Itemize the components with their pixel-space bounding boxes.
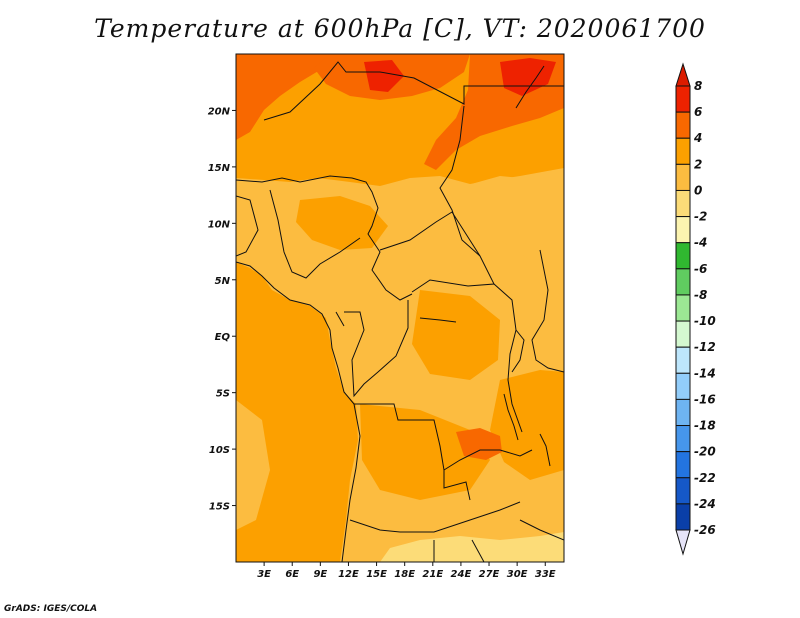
- border-sahara: [263, 61, 564, 121]
- lat-tick-label: 20N: [208, 106, 231, 117]
- lat-tick-label: 10N: [208, 219, 231, 230]
- colorbar-label: -4: [694, 236, 707, 250]
- colorbar-swatch: [675, 85, 691, 113]
- lat-tick-label: 15N: [208, 163, 231, 174]
- field-congo-warm: [412, 290, 500, 380]
- field-cool-ne: [450, 176, 560, 260]
- colorbar-swatch: [675, 189, 691, 218]
- border-angola: [354, 403, 471, 501]
- field-south-warm: [360, 404, 490, 500]
- colorbar-bottom-arrow: [675, 529, 691, 556]
- field-hot-tanzania: [456, 428, 502, 460]
- border-misc: [236, 195, 457, 327]
- colorbar-swatch: [675, 346, 691, 374]
- colorbar-swatch: [675, 320, 691, 348]
- border-drc-east: [493, 283, 523, 433]
- colorbar-label: -10: [694, 314, 716, 328]
- lon-tick-label: 24E: [451, 569, 472, 580]
- country-borders: [236, 61, 564, 562]
- colorbar-label: 4: [693, 131, 702, 145]
- map-frame: [235, 53, 565, 563]
- lon-tick-label: 6E: [285, 569, 299, 580]
- field-hot-northwest: [236, 54, 330, 140]
- colorbar-swatch: [675, 268, 691, 296]
- colorbar-swatch: [675, 111, 691, 139]
- colorbar-label: -14: [694, 366, 716, 380]
- border-chad-sudan: [439, 105, 481, 257]
- colorbar-swatch: [675, 372, 691, 400]
- lat-tick-label: 10S: [209, 445, 230, 456]
- coastline-west: [236, 261, 361, 562]
- lat-tick-label: EQ: [215, 332, 231, 343]
- colorbar-swatch: [675, 216, 691, 244]
- red-sea-coast: [515, 65, 545, 109]
- colorbar-swatch: [675, 451, 691, 479]
- colorbar-label: 0: [694, 183, 702, 197]
- colorbar-swatch: [675, 294, 691, 322]
- latitude-axis: 20N 15N 10N 5N EQ 5S 10S 15S: [208, 106, 236, 513]
- colorbar-label: -12: [694, 340, 716, 354]
- border-zambia: [443, 449, 533, 471]
- border-lakes: [503, 329, 551, 467]
- field-cool-south: [380, 532, 564, 562]
- lat-tick-label: 5S: [216, 389, 230, 400]
- temperature-field: [236, 54, 564, 562]
- colorbar-label: -24: [694, 497, 716, 511]
- lat-tick-label: 15S: [209, 502, 230, 513]
- field-max-north: [364, 60, 404, 92]
- colorbar: 8 6 4 2 0 -2 -4 -6 -8 -10 -12 -14 -16 -18 -20 -22 -24 -26: [675, 62, 716, 556]
- longitude-axis: 3E 6E 9E 12E 15E 18E 21E 24E 27E 30E 33E: [257, 562, 556, 580]
- colorbar-swatch: [675, 398, 691, 427]
- border-congo-drc: [344, 300, 409, 398]
- border-nigeria: [269, 189, 361, 279]
- field-sahel-warm: [296, 196, 388, 250]
- colorbar-label: -16: [694, 392, 716, 406]
- lon-tick-label: 15E: [366, 569, 387, 580]
- border-angola-south: [349, 501, 521, 533]
- colorbar-label: -18: [694, 419, 716, 433]
- lon-tick-label: 30E: [507, 569, 528, 580]
- border-southern: [433, 519, 564, 562]
- colorbar-swatch: [675, 425, 691, 453]
- colorbar-swatch: [675, 163, 691, 191]
- credit-text: GrADS: IGES/COLA: [4, 604, 98, 614]
- lon-tick-label: 27E: [479, 569, 500, 580]
- colorbar-label: -6: [694, 262, 707, 276]
- lon-tick-label: 9E: [313, 569, 327, 580]
- field-cool-sw: [236, 400, 270, 530]
- colorbar-swatch: [675, 477, 691, 505]
- lat-tick-label: 5N: [215, 276, 231, 287]
- colorbar-label: -20: [694, 445, 716, 459]
- colorbar-swatch: [675, 137, 691, 165]
- colorbar-label: 6: [694, 105, 702, 119]
- lon-tick-label: 33E: [535, 569, 556, 580]
- field-ocean: [236, 262, 358, 562]
- page-title: Temperature at 600hPa [C], VT: 202006170…: [94, 14, 706, 43]
- border-east: [531, 249, 564, 373]
- border-car: [379, 211, 495, 293]
- colorbar-label: 2: [694, 157, 702, 171]
- colorbar-label: -22: [694, 471, 716, 485]
- lon-tick-label: 12E: [338, 569, 359, 580]
- colorbar-swatch: [675, 242, 691, 270]
- colorbar-label: -2: [694, 210, 707, 224]
- lon-tick-label: 21E: [422, 569, 443, 580]
- colorbar-label: -26: [694, 523, 716, 537]
- colorbar-swatch: [675, 503, 691, 531]
- colorbar-label: 8: [694, 79, 702, 93]
- lon-tick-label: 3E: [257, 569, 271, 580]
- colorbar-top-arrow: [675, 62, 691, 87]
- colorbar-label: -8: [694, 288, 707, 302]
- border-sahel: [236, 175, 413, 301]
- lon-tick-label: 18E: [394, 569, 415, 580]
